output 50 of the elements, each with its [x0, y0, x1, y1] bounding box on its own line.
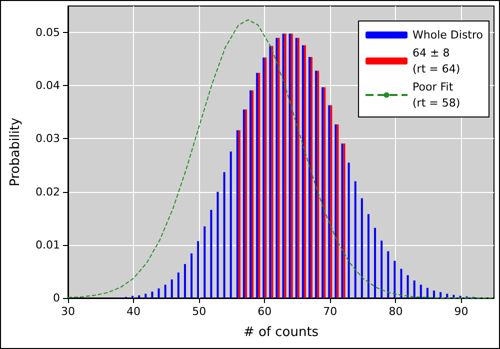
- bar: [252, 90, 254, 298]
- bar: [367, 214, 370, 298]
- bar: [433, 290, 436, 298]
- y-tick-label: 0: [53, 292, 60, 304]
- bar: [420, 284, 422, 298]
- bar: [360, 198, 363, 298]
- bar: [348, 162, 350, 298]
- bar: [138, 295, 140, 298]
- bar: [387, 251, 390, 298]
- bar: [413, 280, 416, 298]
- bar: [151, 292, 154, 298]
- bar: [380, 240, 383, 298]
- bar: [177, 272, 180, 298]
- bar: [230, 151, 232, 298]
- bar: [204, 226, 206, 298]
- x-tick-label: 70: [323, 305, 338, 318]
- x-tick-label: 40: [126, 305, 141, 318]
- bar: [374, 228, 376, 298]
- bar: [190, 253, 193, 298]
- legend-label: Poor Fit (rt = 58): [412, 80, 460, 110]
- x-tick-label: 80: [388, 305, 403, 318]
- y-tick-label: 0.05: [36, 26, 60, 40]
- bar: [158, 288, 160, 298]
- bar: [440, 292, 442, 298]
- x-tick-label: 30: [61, 305, 75, 318]
- y-tick-label: 0.04: [36, 79, 60, 92]
- y-tick-label: 0.03: [36, 132, 60, 146]
- legend-label: Whole Distro: [412, 28, 484, 42]
- bar: [197, 241, 200, 298]
- x-tick-label: 60: [258, 305, 272, 318]
- bar: [394, 260, 396, 298]
- bar: [184, 264, 186, 298]
- bar: [170, 279, 173, 298]
- x-tick-label: 90: [454, 305, 468, 318]
- bar: [216, 192, 219, 298]
- legend-label: 64 ± 8 (rt = 64): [412, 46, 460, 76]
- bar: [426, 288, 428, 298]
- bar: [406, 275, 409, 298]
- x-tick-label: 50: [192, 305, 206, 318]
- x-axis-title: # of counts: [243, 325, 319, 340]
- bar: [223, 172, 226, 298]
- bar: [354, 181, 356, 298]
- bar: [144, 294, 147, 298]
- y-axis-title: Probability: [8, 117, 23, 186]
- bar: [210, 210, 212, 298]
- bar: [400, 268, 402, 298]
- bar: [164, 284, 166, 298]
- y-tick-label: 0.01: [36, 238, 60, 252]
- y-tick-label: 0.02: [36, 185, 60, 198]
- bar: [308, 56, 310, 298]
